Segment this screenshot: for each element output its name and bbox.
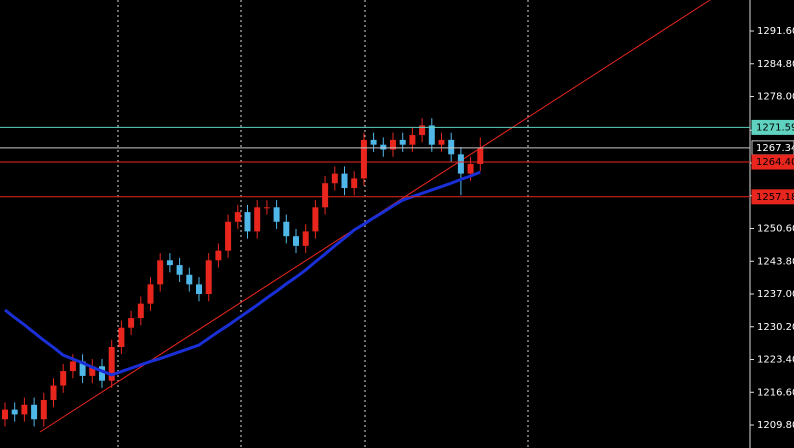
candle-body (254, 207, 261, 232)
candle-body (419, 125, 426, 136)
candle-body (31, 404, 38, 420)
candle-body (448, 139, 455, 155)
candle-body (467, 163, 474, 174)
candle-body (215, 250, 222, 261)
price-label-box (751, 189, 794, 205)
candle-body (438, 139, 445, 145)
candle-body (147, 284, 154, 304)
candle-body (341, 173, 348, 189)
candle-body (99, 366, 105, 381)
candle-body (312, 207, 319, 232)
candle-body (322, 183, 329, 208)
candle-body (21, 404, 28, 415)
y-tick-label: 1230.20 (757, 322, 794, 333)
candle-body (2, 409, 8, 420)
candle-body (40, 399, 47, 420)
candle-body (11, 409, 18, 415)
candle-body (283, 221, 290, 237)
candle-body (225, 221, 232, 251)
candle-body (50, 385, 57, 400)
candle-body (390, 139, 396, 150)
price-label: 1257.18 (756, 192, 794, 203)
candle-body (108, 346, 115, 381)
y-tick-label: 1278.00 (757, 92, 794, 103)
candle-body (273, 207, 280, 222)
candle-body (409, 135, 416, 145)
y-tick-label: 1223.40 (757, 355, 794, 366)
candle-body (331, 173, 338, 184)
y-tick-label: 1243.80 (757, 256, 794, 267)
price-label-box (751, 154, 794, 170)
candle-body (137, 303, 144, 319)
price-label: 1271.59 (756, 122, 794, 133)
y-tick-label: 1216.60 (757, 387, 794, 398)
candle-body (234, 212, 241, 222)
y-tick-label: 1237.00 (757, 289, 794, 300)
candle-body (69, 361, 76, 372)
candle-body (196, 284, 202, 295)
price-label: 1264.40 (756, 157, 794, 168)
y-tick-label: 1291.60 (757, 26, 794, 37)
y-tick-label: 1250.60 (757, 224, 794, 235)
candle-body (263, 207, 270, 209)
candle-body (186, 274, 193, 285)
candle-body (166, 260, 173, 266)
price-label-box (751, 119, 794, 135)
candle-body (380, 144, 387, 150)
candle-body (457, 154, 464, 174)
candle-body (60, 371, 67, 386)
candle-body (399, 139, 406, 145)
candle-body (118, 327, 125, 347)
y-tick-label: 1209.80 (757, 420, 794, 431)
candle-body (370, 139, 377, 145)
candle-body (360, 139, 367, 179)
separators (117, 0, 529, 448)
price-label: 1267.34 (756, 143, 794, 154)
candle-body (176, 265, 183, 275)
candle-body (351, 178, 358, 189)
candle-body (302, 231, 309, 246)
candle-body (293, 236, 299, 246)
candle-body (244, 212, 251, 232)
candle-body (205, 260, 212, 295)
candle-body (89, 366, 96, 376)
candle-body (428, 125, 435, 145)
y-tick-label: 1284.80 (757, 59, 794, 70)
candle-body (128, 318, 135, 328)
candle-body (157, 260, 164, 285)
candle-body (477, 147, 484, 164)
candle-body (79, 361, 86, 376)
moving-average (4, 170, 481, 377)
